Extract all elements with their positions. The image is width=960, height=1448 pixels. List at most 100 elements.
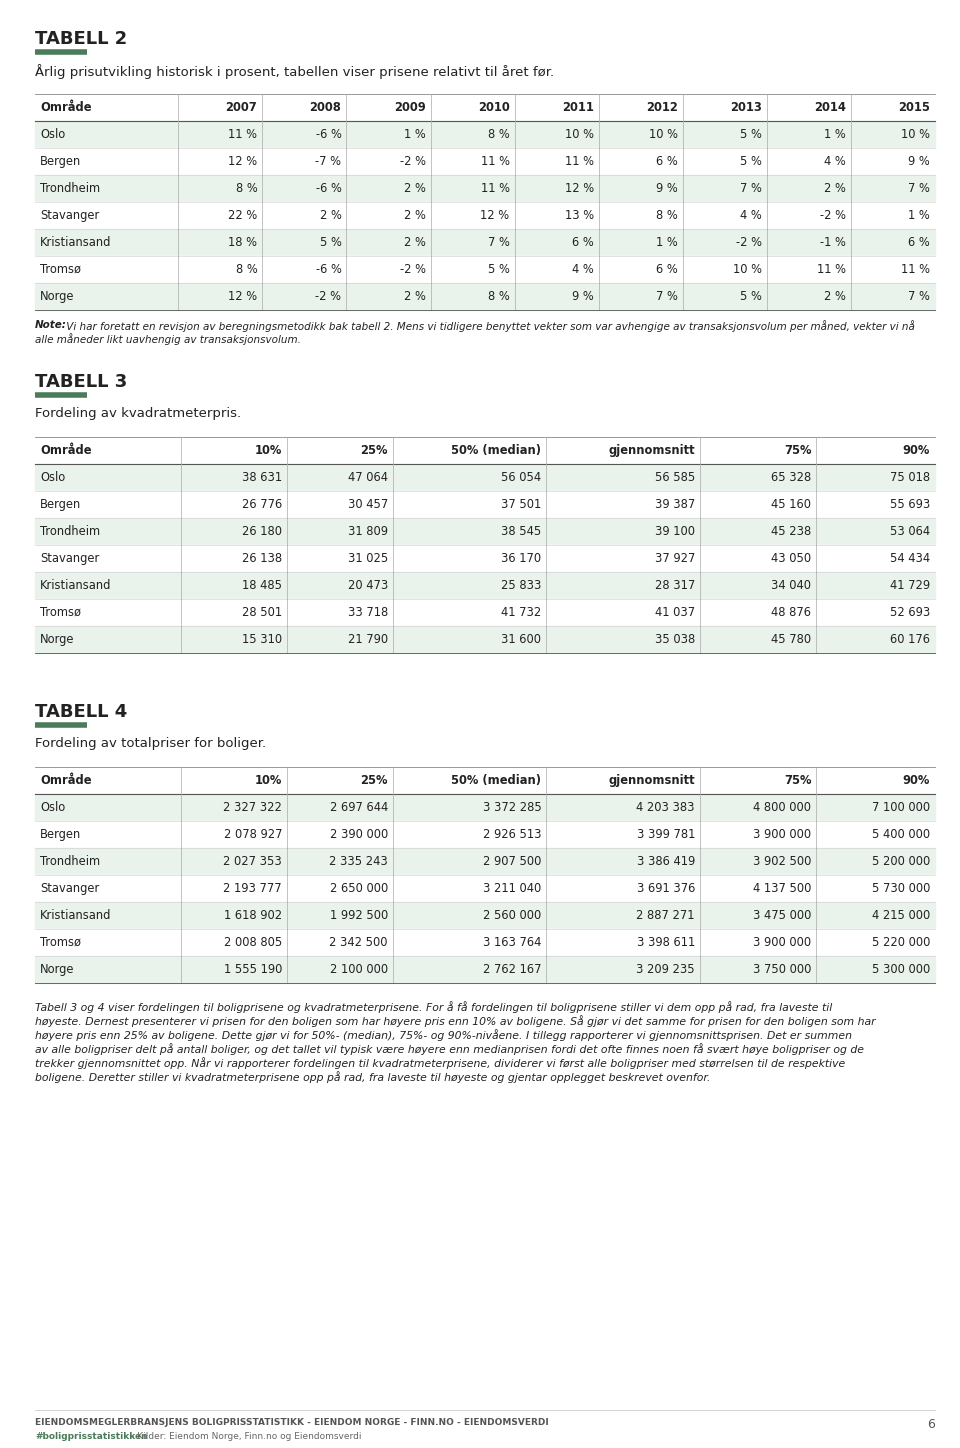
Text: 54 434: 54 434 bbox=[890, 552, 930, 565]
Text: 5 730 000: 5 730 000 bbox=[872, 882, 930, 895]
Text: Område: Område bbox=[40, 775, 91, 788]
Bar bbox=[35, 122, 935, 148]
Text: 2 327 322: 2 327 322 bbox=[223, 801, 282, 814]
Text: 37 501: 37 501 bbox=[501, 498, 541, 511]
Text: 2 335 243: 2 335 243 bbox=[329, 854, 388, 867]
Text: TABELL 3: TABELL 3 bbox=[35, 374, 128, 391]
Text: 34 040: 34 040 bbox=[772, 579, 811, 592]
Text: 26 180: 26 180 bbox=[242, 526, 282, 539]
Text: 8 %: 8 % bbox=[235, 182, 257, 195]
Text: 5 220 000: 5 220 000 bbox=[872, 935, 930, 948]
Text: 2 %: 2 % bbox=[403, 290, 425, 303]
Text: 9 %: 9 % bbox=[656, 182, 678, 195]
Text: Stavanger: Stavanger bbox=[40, 209, 99, 222]
Text: 41 037: 41 037 bbox=[655, 607, 695, 618]
Text: gjennomsnitt: gjennomsnitt bbox=[609, 775, 695, 788]
Text: 2 390 000: 2 390 000 bbox=[329, 828, 388, 841]
Text: 9 %: 9 % bbox=[572, 290, 593, 303]
Text: 75 018: 75 018 bbox=[890, 471, 930, 484]
Text: 5 %: 5 % bbox=[740, 127, 762, 140]
Text: 4 203 383: 4 203 383 bbox=[636, 801, 695, 814]
Text: Oslo: Oslo bbox=[40, 801, 65, 814]
Text: 65 328: 65 328 bbox=[771, 471, 811, 484]
Text: Bergen: Bergen bbox=[40, 155, 82, 168]
Text: Oslo: Oslo bbox=[40, 471, 65, 484]
Text: 7 %: 7 % bbox=[656, 290, 678, 303]
Text: 2012: 2012 bbox=[646, 101, 678, 114]
Bar bbox=[35, 821, 935, 849]
Text: 35 038: 35 038 bbox=[655, 633, 695, 646]
Bar bbox=[35, 902, 935, 930]
Text: 56 585: 56 585 bbox=[655, 471, 695, 484]
Text: 2 100 000: 2 100 000 bbox=[329, 963, 388, 976]
Text: 53 064: 53 064 bbox=[890, 526, 930, 539]
Text: Trondheim: Trondheim bbox=[40, 182, 100, 195]
Text: 2011: 2011 bbox=[562, 101, 593, 114]
Text: 3 163 764: 3 163 764 bbox=[483, 935, 541, 948]
Bar bbox=[35, 175, 935, 203]
Text: 11 %: 11 % bbox=[564, 155, 593, 168]
Text: 30 457: 30 457 bbox=[348, 498, 388, 511]
Text: 90%: 90% bbox=[902, 445, 930, 458]
Text: 52 693: 52 693 bbox=[890, 607, 930, 618]
Text: 2 %: 2 % bbox=[824, 182, 846, 195]
Text: 20 473: 20 473 bbox=[348, 579, 388, 592]
Text: 4 137 500: 4 137 500 bbox=[753, 882, 811, 895]
Text: 2 078 927: 2 078 927 bbox=[224, 828, 282, 841]
Text: 2010: 2010 bbox=[478, 101, 510, 114]
Bar bbox=[35, 956, 935, 983]
Text: trekker gjennomsnittet opp. Når vi rapporterer fordelingen til kvadratmeterprise: trekker gjennomsnittet opp. Når vi rappo… bbox=[35, 1057, 845, 1069]
Text: 43 050: 43 050 bbox=[771, 552, 811, 565]
Text: 50% (median): 50% (median) bbox=[451, 775, 541, 788]
Text: 2 %: 2 % bbox=[320, 209, 342, 222]
Text: 3 209 235: 3 209 235 bbox=[636, 963, 695, 976]
Text: 75%: 75% bbox=[784, 775, 811, 788]
Text: 31 809: 31 809 bbox=[348, 526, 388, 539]
Text: Tromsø: Tromsø bbox=[40, 607, 81, 618]
Text: 60 176: 60 176 bbox=[890, 633, 930, 646]
Bar bbox=[35, 282, 935, 310]
Text: EIENDOMSMEGLERBRANSJENS BOLIGPRISSTATISTIKK - EIENDOM NORGE - FINN.NO - EIENDOMS: EIENDOMSMEGLERBRANSJENS BOLIGPRISSTATIST… bbox=[35, 1418, 549, 1426]
Text: 1 %: 1 % bbox=[908, 209, 930, 222]
Text: 7 100 000: 7 100 000 bbox=[872, 801, 930, 814]
Bar bbox=[35, 463, 935, 491]
Text: 26 776: 26 776 bbox=[242, 498, 282, 511]
Text: -7 %: -7 % bbox=[316, 155, 342, 168]
Text: 6 %: 6 % bbox=[572, 236, 593, 249]
Text: 2 342 500: 2 342 500 bbox=[329, 935, 388, 948]
Text: 4 215 000: 4 215 000 bbox=[872, 909, 930, 922]
Text: alle måneder likt uavhengig av transaksjonsvolum.: alle måneder likt uavhengig av transaksj… bbox=[35, 333, 300, 345]
Text: boligene. Deretter stiller vi kvadratmeterprisene opp på rad, fra laveste til hø: boligene. Deretter stiller vi kvadratmet… bbox=[35, 1072, 710, 1083]
Text: 2007: 2007 bbox=[226, 101, 257, 114]
Bar bbox=[35, 599, 935, 626]
Text: 28 501: 28 501 bbox=[242, 607, 282, 618]
Text: 3 475 000: 3 475 000 bbox=[753, 909, 811, 922]
Text: 22 %: 22 % bbox=[228, 209, 257, 222]
Bar bbox=[35, 148, 935, 175]
Text: 13 %: 13 % bbox=[564, 209, 593, 222]
Text: 37 927: 37 927 bbox=[655, 552, 695, 565]
Text: TABELL 4: TABELL 4 bbox=[35, 702, 128, 721]
Text: 2 560 000: 2 560 000 bbox=[483, 909, 541, 922]
Text: 6 %: 6 % bbox=[656, 264, 678, 277]
Text: -6 %: -6 % bbox=[316, 182, 342, 195]
Text: -1 %: -1 % bbox=[820, 236, 846, 249]
Bar bbox=[35, 572, 935, 599]
Text: 50% (median): 50% (median) bbox=[451, 445, 541, 458]
Text: Norge: Norge bbox=[40, 963, 75, 976]
Text: Fordeling av kvadratmeterpris.: Fordeling av kvadratmeterpris. bbox=[35, 407, 241, 420]
Text: Fordeling av totalpriser for boliger.: Fordeling av totalpriser for boliger. bbox=[35, 737, 266, 750]
Text: 21 790: 21 790 bbox=[348, 633, 388, 646]
Text: 38 631: 38 631 bbox=[242, 471, 282, 484]
Text: Stavanger: Stavanger bbox=[40, 552, 99, 565]
Text: 45 238: 45 238 bbox=[771, 526, 811, 539]
Text: 2009: 2009 bbox=[394, 101, 425, 114]
Text: 36 170: 36 170 bbox=[501, 552, 541, 565]
Text: 2 %: 2 % bbox=[824, 290, 846, 303]
Text: 1 555 190: 1 555 190 bbox=[224, 963, 282, 976]
Text: 26 138: 26 138 bbox=[242, 552, 282, 565]
Text: 12 %: 12 % bbox=[564, 182, 593, 195]
Text: 1 992 500: 1 992 500 bbox=[329, 909, 388, 922]
Text: 10 %: 10 % bbox=[732, 264, 762, 277]
Text: Note:: Note: bbox=[35, 320, 67, 330]
